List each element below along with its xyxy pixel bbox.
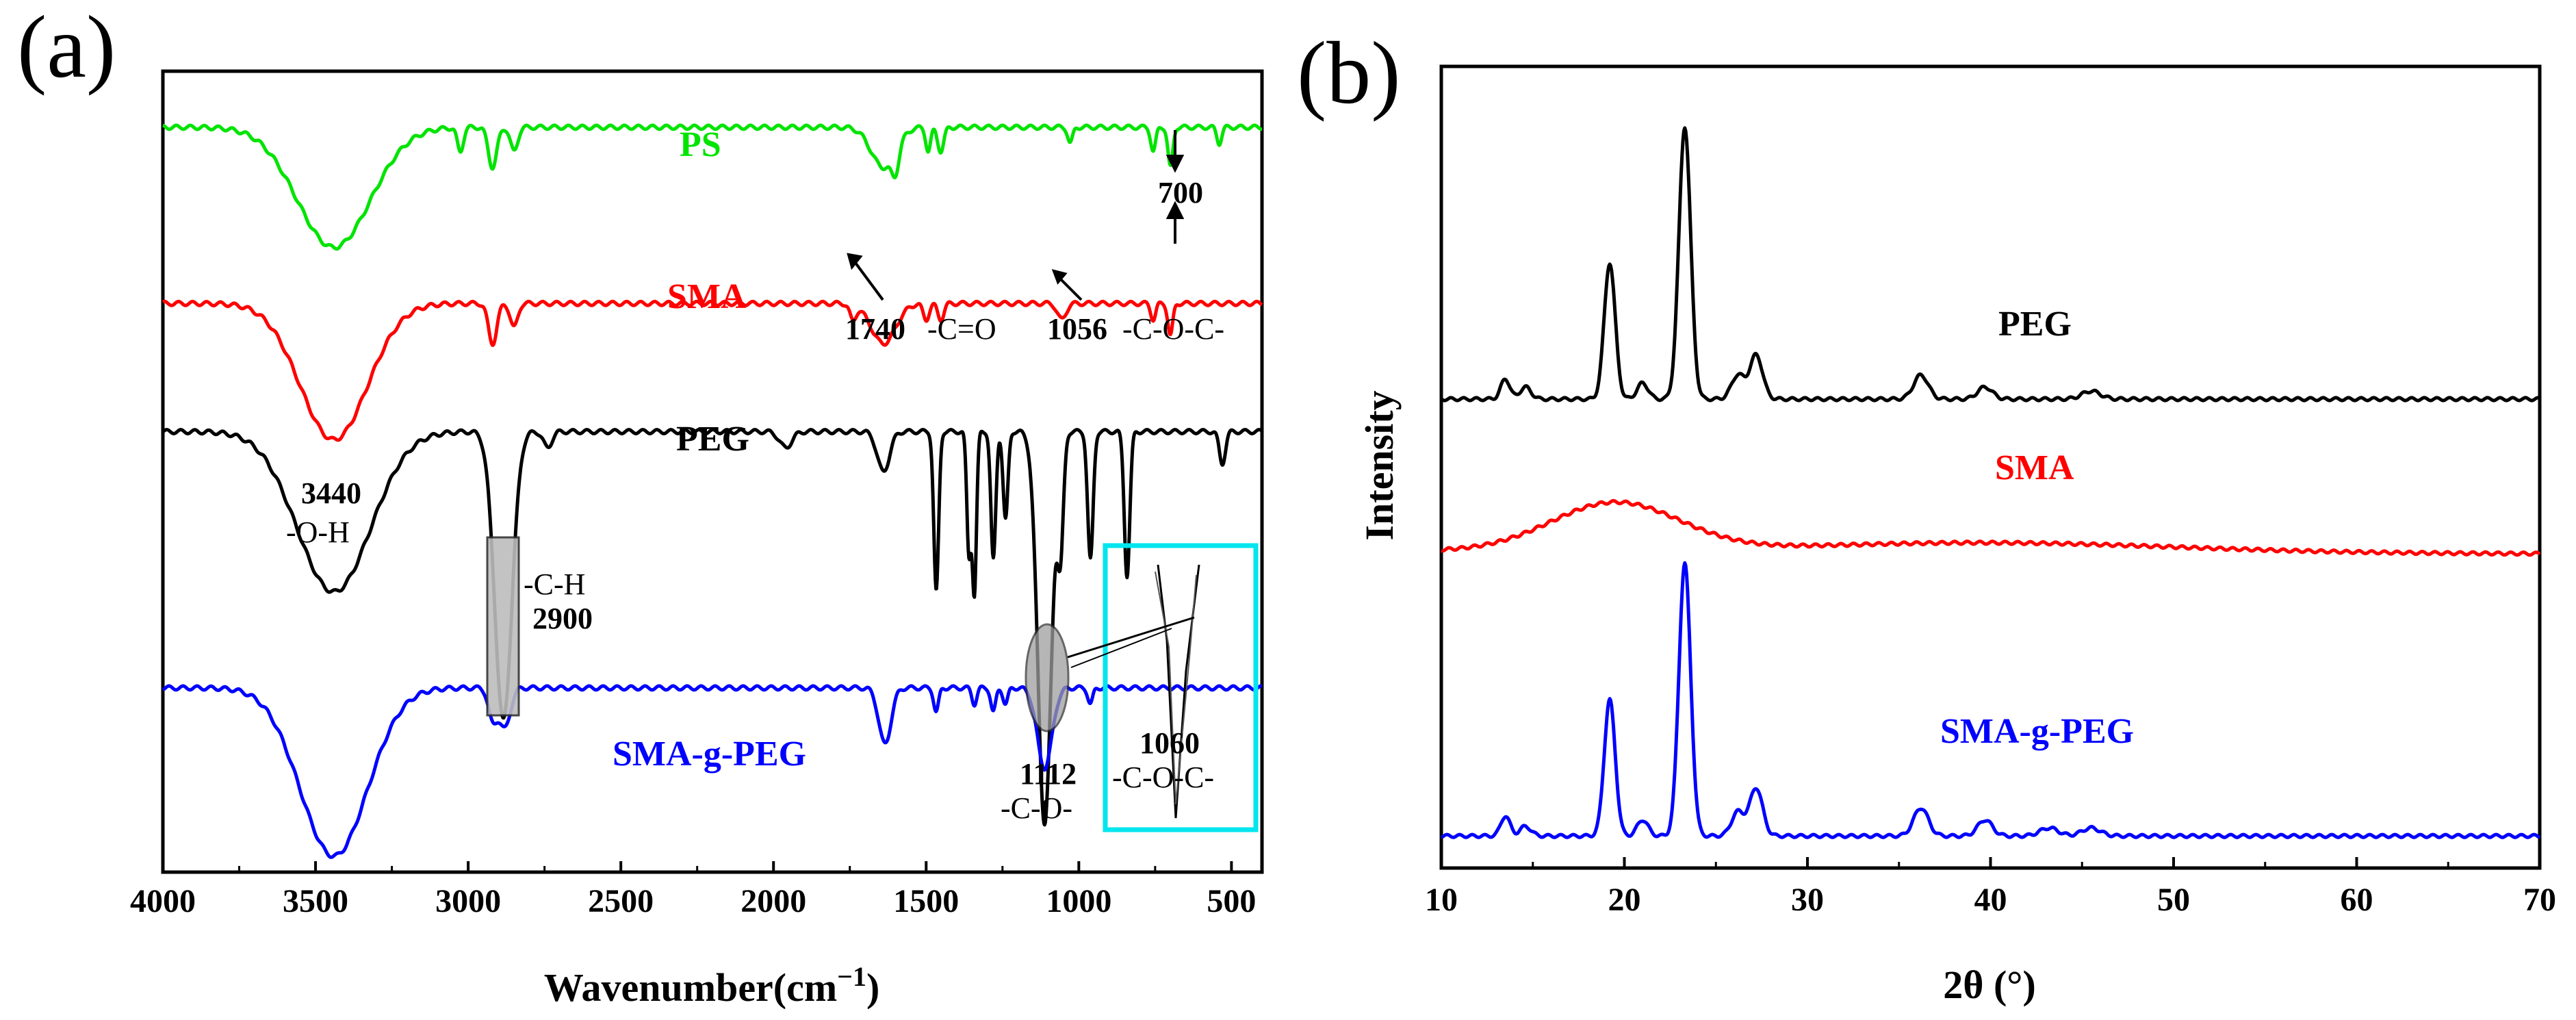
panel-a-label: (a) — [17, 0, 116, 97]
panel-a-curves — [162, 123, 1263, 859]
panel-b-label: (b) — [1297, 24, 1401, 123]
panel-a-tick-label: 4000 — [130, 883, 196, 919]
panel-b-tick-label: 40 — [1974, 882, 2007, 918]
annotation-1112-group: -C-O- — [1001, 791, 1072, 825]
inset-connector-line — [1067, 616, 1195, 659]
panel-a-tick-label: 500 — [1207, 883, 1256, 919]
annotation-1112-value: 1112 — [1020, 757, 1077, 791]
label-sma-g-peg-xrd: SMA-g-PEG — [1940, 712, 2134, 751]
panel-b-tick-label: 10 — [1425, 882, 1458, 918]
panel-b-y-axis-label: Intensity — [1357, 390, 1402, 540]
panel-a-tick-label: 3500 — [283, 883, 348, 919]
annotation-1740-value: 1740 — [845, 312, 905, 346]
annotation-700: 700 — [1158, 176, 1203, 209]
arrow-700-down-head — [1165, 155, 1185, 173]
panel-b-curves — [1440, 126, 2541, 839]
ftir-curve-peg — [162, 428, 1263, 827]
panel-b-tick-label: 60 — [2341, 882, 2373, 918]
annotation-1056-group: -C-O-C- — [1122, 312, 1224, 346]
annotation-1056-value: 1056 — [1047, 312, 1107, 346]
label-sma: SMA — [667, 277, 747, 316]
annotation-3440-group: -O-H — [286, 515, 350, 549]
xrd-curve-peg — [1440, 126, 2541, 403]
ch-stretch-highlight-box — [486, 536, 520, 717]
panel-b-x-axis-label: 2θ (°) — [1943, 962, 2036, 1007]
panel-b-tick-label: 70 — [2523, 882, 2556, 918]
panel-a-tick-label: 1000 — [1046, 883, 1111, 919]
label-ps: PS — [680, 125, 721, 164]
annotation-1060-value: 1060 — [1139, 726, 1200, 760]
inset-connector-line-2 — [1070, 628, 1172, 668]
panel-a-tick-label: 2000 — [740, 883, 806, 919]
arrow-1056-head — [1051, 269, 1068, 285]
panel-a-frame — [161, 69, 1264, 874]
panel-b-xrd: (b) 10 20 30 40 50 60 70 PEG SMA SMA-g-PEG Int… — [1297, 24, 2556, 1007]
annotation-1740-group: -C=O — [927, 312, 996, 346]
ftir-curve-ps — [162, 123, 1263, 251]
xrd-curve-sma — [1440, 498, 2541, 557]
coc-highlight-ellipse — [1025, 623, 1070, 732]
arrow-1740-head — [847, 253, 863, 270]
panel-b-tick-label: 20 — [1608, 882, 1641, 918]
panel-a-tick-label: 2500 — [588, 883, 654, 919]
label-peg-xrd: PEG — [1998, 305, 2072, 344]
panel-b-tick-label: 50 — [2157, 882, 2190, 918]
panel-a-x-ticks: 4000 3500 3000 2500 2000 1500 1000 500 — [130, 861, 1256, 919]
arrow-700-up-head — [1165, 201, 1185, 219]
inset-box — [1103, 543, 1259, 832]
panel-b-x-ticks: 10 20 30 40 50 60 70 — [1425, 857, 2556, 918]
arrow-1056 — [1058, 277, 1083, 301]
inset-zoom-curve-2 — [1155, 571, 1197, 805]
panel-b-tick-label: 30 — [1791, 882, 1824, 918]
annotation-2900-value: 2900 — [532, 602, 593, 635]
ftir-curve-sma-g-peg — [162, 684, 1263, 859]
ftir-curve-sma — [162, 299, 1263, 442]
annotation-3440-value: 3440 — [301, 476, 361, 510]
panel-a-tick-label: 1500 — [893, 883, 959, 919]
arrow-1740 — [854, 262, 884, 301]
panel-a-ftir: (a) 4000 3500 3000 2500 2000 1500 1000 500 PS S… — [17, 0, 1264, 1010]
label-sma-g-peg: SMA-g-PEG — [613, 735, 806, 774]
annotation-2900-group: -C-H — [524, 568, 585, 601]
panel-a-tick-label: 3000 — [435, 883, 501, 919]
inset-zoom-curve — [1157, 564, 1200, 819]
label-sma-xrd: SMA — [1995, 448, 2074, 487]
annotation-1060-group: -C-O-C- — [1112, 761, 1214, 794]
panel-a-x-axis-label: Wavenumber(cm−1) — [544, 961, 880, 1010]
label-peg: PEG — [676, 420, 749, 459]
xrd-curve-sma-g-peg — [1440, 561, 2541, 839]
